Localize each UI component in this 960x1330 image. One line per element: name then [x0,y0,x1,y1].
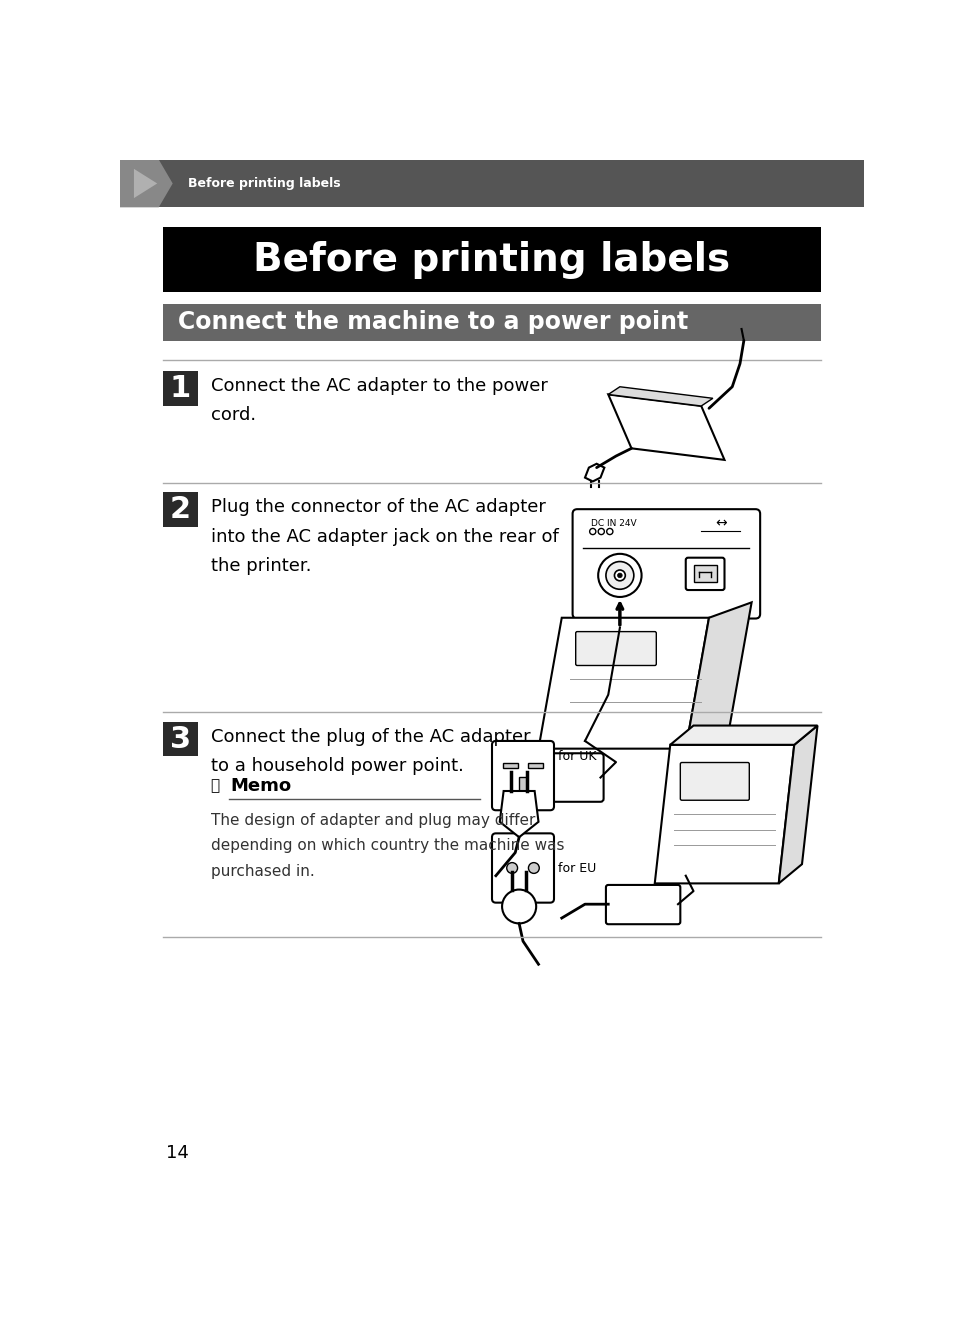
Polygon shape [779,726,818,883]
FancyBboxPatch shape [576,632,657,665]
FancyBboxPatch shape [606,884,681,924]
Text: Connect the AC adapter to the power
cord.: Connect the AC adapter to the power cord… [211,376,548,424]
FancyBboxPatch shape [492,834,554,903]
Polygon shape [120,160,864,207]
Polygon shape [609,387,713,406]
Text: Plug the connector of the AC adapter
into the AC adapter jack on the rear of
the: Plug the connector of the AC adapter int… [211,499,559,575]
Text: Connect the plug of the AC adapter
to a household power point.: Connect the plug of the AC adapter to a … [211,728,531,775]
Text: 1: 1 [169,374,191,403]
Circle shape [589,528,596,535]
Text: Before printing labels: Before printing labels [188,177,341,190]
FancyBboxPatch shape [492,741,554,810]
Text: 14: 14 [166,1144,189,1162]
FancyBboxPatch shape [681,762,750,801]
Polygon shape [162,492,198,527]
Polygon shape [685,602,752,749]
FancyBboxPatch shape [519,777,527,791]
Polygon shape [585,464,605,481]
Text: 📝: 📝 [210,778,220,793]
Circle shape [528,863,540,874]
Polygon shape [162,305,822,340]
Text: for UK: for UK [558,750,596,763]
Polygon shape [539,617,709,749]
FancyBboxPatch shape [528,762,543,767]
Circle shape [614,571,625,581]
Circle shape [598,553,641,597]
FancyBboxPatch shape [572,509,760,618]
FancyBboxPatch shape [503,762,518,767]
Polygon shape [162,227,822,293]
Circle shape [502,890,537,923]
FancyBboxPatch shape [512,753,604,802]
FancyBboxPatch shape [693,565,717,581]
Polygon shape [655,745,794,883]
Text: DC IN 24V: DC IN 24V [591,519,636,528]
Text: Memo: Memo [230,777,291,794]
Polygon shape [162,722,198,757]
Polygon shape [162,371,198,406]
Text: The design of adapter and plug may differ
depending on which country the machine: The design of adapter and plug may diffe… [210,813,564,879]
Polygon shape [609,395,725,460]
Polygon shape [670,726,818,745]
Text: ↔: ↔ [715,516,727,531]
Text: 3: 3 [170,725,191,754]
Circle shape [598,528,605,535]
Polygon shape [500,791,539,837]
Text: 2: 2 [170,495,191,524]
Text: for EU: for EU [558,862,596,875]
Circle shape [607,528,612,535]
Circle shape [617,573,622,577]
FancyBboxPatch shape [685,557,725,591]
Circle shape [606,561,634,589]
Polygon shape [120,160,173,207]
Text: Before printing labels: Before printing labels [253,241,731,279]
Polygon shape [134,169,157,198]
Circle shape [507,863,517,874]
Text: Connect the machine to a power point: Connect the machine to a power point [179,310,688,334]
